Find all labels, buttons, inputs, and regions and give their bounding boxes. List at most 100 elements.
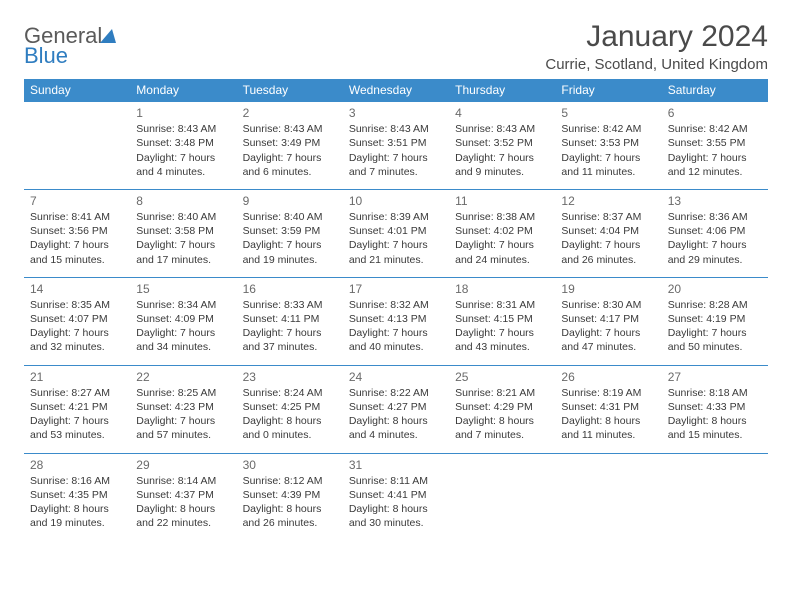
daylight-text: and 24 minutes.: [455, 253, 549, 267]
calendar-cell: 23Sunrise: 8:24 AMSunset: 4:25 PMDayligh…: [237, 365, 343, 453]
sunrise-text: Sunrise: 8:43 AM: [455, 122, 549, 136]
sunrise-text: Sunrise: 8:30 AM: [561, 298, 655, 312]
sunrise-text: Sunrise: 8:14 AM: [136, 474, 230, 488]
calendar-cell: 20Sunrise: 8:28 AMSunset: 4:19 PMDayligh…: [662, 277, 768, 365]
sunset-text: Sunset: 3:59 PM: [243, 224, 337, 238]
daylight-text: and 17 minutes.: [136, 253, 230, 267]
calendar-cell: 25Sunrise: 8:21 AMSunset: 4:29 PMDayligh…: [449, 365, 555, 453]
daylight-text: and 34 minutes.: [136, 340, 230, 354]
day-number: 14: [30, 281, 124, 297]
sunset-text: Sunset: 3:56 PM: [30, 224, 124, 238]
daylight-text: and 4 minutes.: [136, 165, 230, 179]
sunrise-text: Sunrise: 8:41 AM: [30, 210, 124, 224]
daylight-text: and 29 minutes.: [668, 253, 762, 267]
calendar-cell: 21Sunrise: 8:27 AMSunset: 4:21 PMDayligh…: [24, 365, 130, 453]
sunrise-text: Sunrise: 8:27 AM: [30, 386, 124, 400]
sunset-text: Sunset: 4:39 PM: [243, 488, 337, 502]
sunset-text: Sunset: 4:11 PM: [243, 312, 337, 326]
calendar-cell: [24, 102, 130, 190]
daylight-text: and 9 minutes.: [455, 165, 549, 179]
sunrise-text: Sunrise: 8:40 AM: [243, 210, 337, 224]
daylight-text: and 32 minutes.: [30, 340, 124, 354]
month-title: January 2024: [545, 20, 768, 54]
calendar-cell: 12Sunrise: 8:37 AMSunset: 4:04 PMDayligh…: [555, 189, 661, 277]
daylight-text: Daylight: 7 hours: [668, 238, 762, 252]
calendar-cell: [449, 453, 555, 540]
sunrise-text: Sunrise: 8:43 AM: [243, 122, 337, 136]
daylight-text: and 22 minutes.: [136, 516, 230, 530]
weekday-header: Wednesday: [343, 79, 449, 102]
sunrise-text: Sunrise: 8:37 AM: [561, 210, 655, 224]
sunrise-text: Sunrise: 8:18 AM: [668, 386, 762, 400]
daylight-text: Daylight: 7 hours: [455, 238, 549, 252]
sunset-text: Sunset: 4:33 PM: [668, 400, 762, 414]
daylight-text: and 12 minutes.: [668, 165, 762, 179]
page-header: General Blue January 2024 Currie, Scotla…: [24, 20, 768, 73]
daylight-text: Daylight: 7 hours: [136, 151, 230, 165]
sunset-text: Sunset: 3:55 PM: [668, 136, 762, 150]
brand-word2: Blue: [24, 43, 68, 68]
brand-logo: General Blue: [24, 20, 116, 66]
sunrise-text: Sunrise: 8:32 AM: [349, 298, 443, 312]
daylight-text: and 15 minutes.: [30, 253, 124, 267]
day-number: 25: [455, 369, 549, 385]
calendar-cell: 31Sunrise: 8:11 AMSunset: 4:41 PMDayligh…: [343, 453, 449, 540]
daylight-text: and 21 minutes.: [349, 253, 443, 267]
sunrise-text: Sunrise: 8:42 AM: [561, 122, 655, 136]
sunset-text: Sunset: 4:06 PM: [668, 224, 762, 238]
weekday-header: Saturday: [662, 79, 768, 102]
daylight-text: Daylight: 7 hours: [243, 151, 337, 165]
triangle-icon: [100, 29, 116, 43]
daylight-text: Daylight: 8 hours: [349, 502, 443, 516]
calendar-table: Sunday Monday Tuesday Wednesday Thursday…: [24, 79, 768, 540]
daylight-text: Daylight: 7 hours: [561, 326, 655, 340]
day-number: 10: [349, 193, 443, 209]
calendar-row: 28Sunrise: 8:16 AMSunset: 4:35 PMDayligh…: [24, 453, 768, 540]
daylight-text: and 43 minutes.: [455, 340, 549, 354]
day-number: 12: [561, 193, 655, 209]
calendar-cell: 19Sunrise: 8:30 AMSunset: 4:17 PMDayligh…: [555, 277, 661, 365]
location-subtitle: Currie, Scotland, United Kingdom: [545, 56, 768, 73]
daylight-text: and 19 minutes.: [243, 253, 337, 267]
weekday-header: Monday: [130, 79, 236, 102]
day-number: 22: [136, 369, 230, 385]
daylight-text: Daylight: 8 hours: [668, 414, 762, 428]
sunset-text: Sunset: 4:31 PM: [561, 400, 655, 414]
calendar-cell: 30Sunrise: 8:12 AMSunset: 4:39 PMDayligh…: [237, 453, 343, 540]
weekday-header: Tuesday: [237, 79, 343, 102]
day-number: 3: [349, 105, 443, 121]
day-number: 17: [349, 281, 443, 297]
daylight-text: and 57 minutes.: [136, 428, 230, 442]
day-number: 7: [30, 193, 124, 209]
daylight-text: and 7 minutes.: [455, 428, 549, 442]
daylight-text: Daylight: 7 hours: [349, 238, 443, 252]
calendar-row: 14Sunrise: 8:35 AMSunset: 4:07 PMDayligh…: [24, 277, 768, 365]
calendar-cell: 6Sunrise: 8:42 AMSunset: 3:55 PMDaylight…: [662, 102, 768, 190]
sunrise-text: Sunrise: 8:40 AM: [136, 210, 230, 224]
day-number: 24: [349, 369, 443, 385]
brand-text: General Blue: [24, 26, 116, 66]
calendar-cell: [662, 453, 768, 540]
day-number: 23: [243, 369, 337, 385]
sunset-text: Sunset: 4:02 PM: [455, 224, 549, 238]
daylight-text: and 7 minutes.: [349, 165, 443, 179]
calendar-cell: 16Sunrise: 8:33 AMSunset: 4:11 PMDayligh…: [237, 277, 343, 365]
daylight-text: Daylight: 8 hours: [455, 414, 549, 428]
daylight-text: Daylight: 7 hours: [561, 151, 655, 165]
daylight-text: Daylight: 7 hours: [30, 414, 124, 428]
sunrise-text: Sunrise: 8:43 AM: [136, 122, 230, 136]
daylight-text: and 53 minutes.: [30, 428, 124, 442]
day-number: 13: [668, 193, 762, 209]
day-number: 28: [30, 457, 124, 473]
daylight-text: and 40 minutes.: [349, 340, 443, 354]
daylight-text: and 15 minutes.: [668, 428, 762, 442]
daylight-text: and 11 minutes.: [561, 428, 655, 442]
daylight-text: Daylight: 7 hours: [455, 326, 549, 340]
daylight-text: and 0 minutes.: [243, 428, 337, 442]
sunset-text: Sunset: 4:27 PM: [349, 400, 443, 414]
calendar-cell: 29Sunrise: 8:14 AMSunset: 4:37 PMDayligh…: [130, 453, 236, 540]
calendar-cell: 22Sunrise: 8:25 AMSunset: 4:23 PMDayligh…: [130, 365, 236, 453]
sunrise-text: Sunrise: 8:24 AM: [243, 386, 337, 400]
title-block: January 2024 Currie, Scotland, United Ki…: [545, 20, 768, 73]
daylight-text: Daylight: 7 hours: [136, 326, 230, 340]
